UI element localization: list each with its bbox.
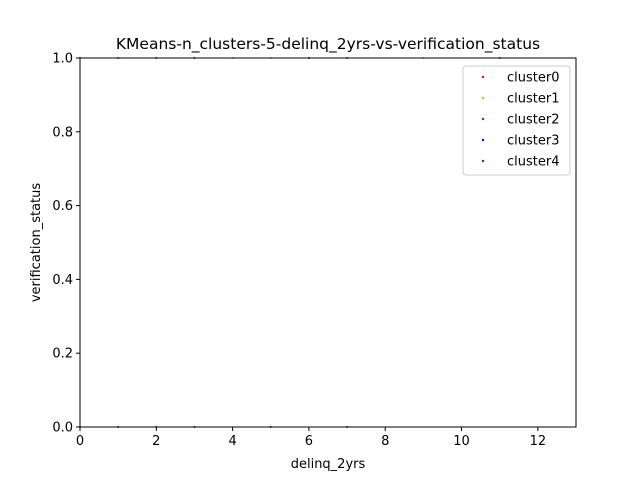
x-tick-label: 10	[453, 434, 470, 449]
y-tick-label: 1.0	[52, 52, 73, 67]
x-tick-label: 4	[228, 434, 236, 449]
plot-frame	[79, 57, 577, 428]
y-axis: 0.0 0.2 0.4 0.6 0.8 1.0	[52, 52, 80, 436]
x-axis-label: delinq_2yrs	[291, 457, 366, 472]
legend-marker-cluster2	[481, 117, 485, 121]
legend-label: cluster0	[507, 71, 559, 86]
y-axis-label: verification_status	[29, 183, 44, 303]
legend-marker-cluster0	[481, 75, 485, 79]
y-tick-label: 0.0	[52, 421, 73, 436]
y-tick-label: 0.6	[52, 199, 73, 214]
x-axis: 0 2 4 6 8 10 12	[76, 427, 546, 449]
x-tick-label: 0	[76, 434, 84, 449]
legend-marker-cluster3	[481, 138, 485, 142]
legend-label: cluster2	[507, 113, 559, 128]
legend-label: cluster3	[507, 134, 559, 149]
chart-title: KMeans-n_clusters-5-delinq_2yrs-vs-verif…	[116, 35, 540, 54]
legend-box	[462, 65, 571, 176]
x-tick-label: 12	[530, 434, 547, 449]
legend-label: cluster4	[507, 155, 559, 170]
x-tick-label: 8	[381, 434, 389, 449]
legend-label: cluster1	[507, 92, 559, 107]
y-tick-label: 0.8	[52, 125, 73, 140]
y-tick-label: 0.4	[52, 273, 73, 288]
y-tick-label: 0.2	[52, 347, 73, 362]
legend-marker-cluster4	[481, 159, 485, 163]
x-tick-label: 6	[305, 434, 313, 449]
legend-marker-cluster1	[481, 96, 485, 100]
legend: cluster0 cluster1 cluster2 cluster3 cluster4	[462, 65, 571, 176]
x-tick-label: 2	[152, 434, 160, 449]
